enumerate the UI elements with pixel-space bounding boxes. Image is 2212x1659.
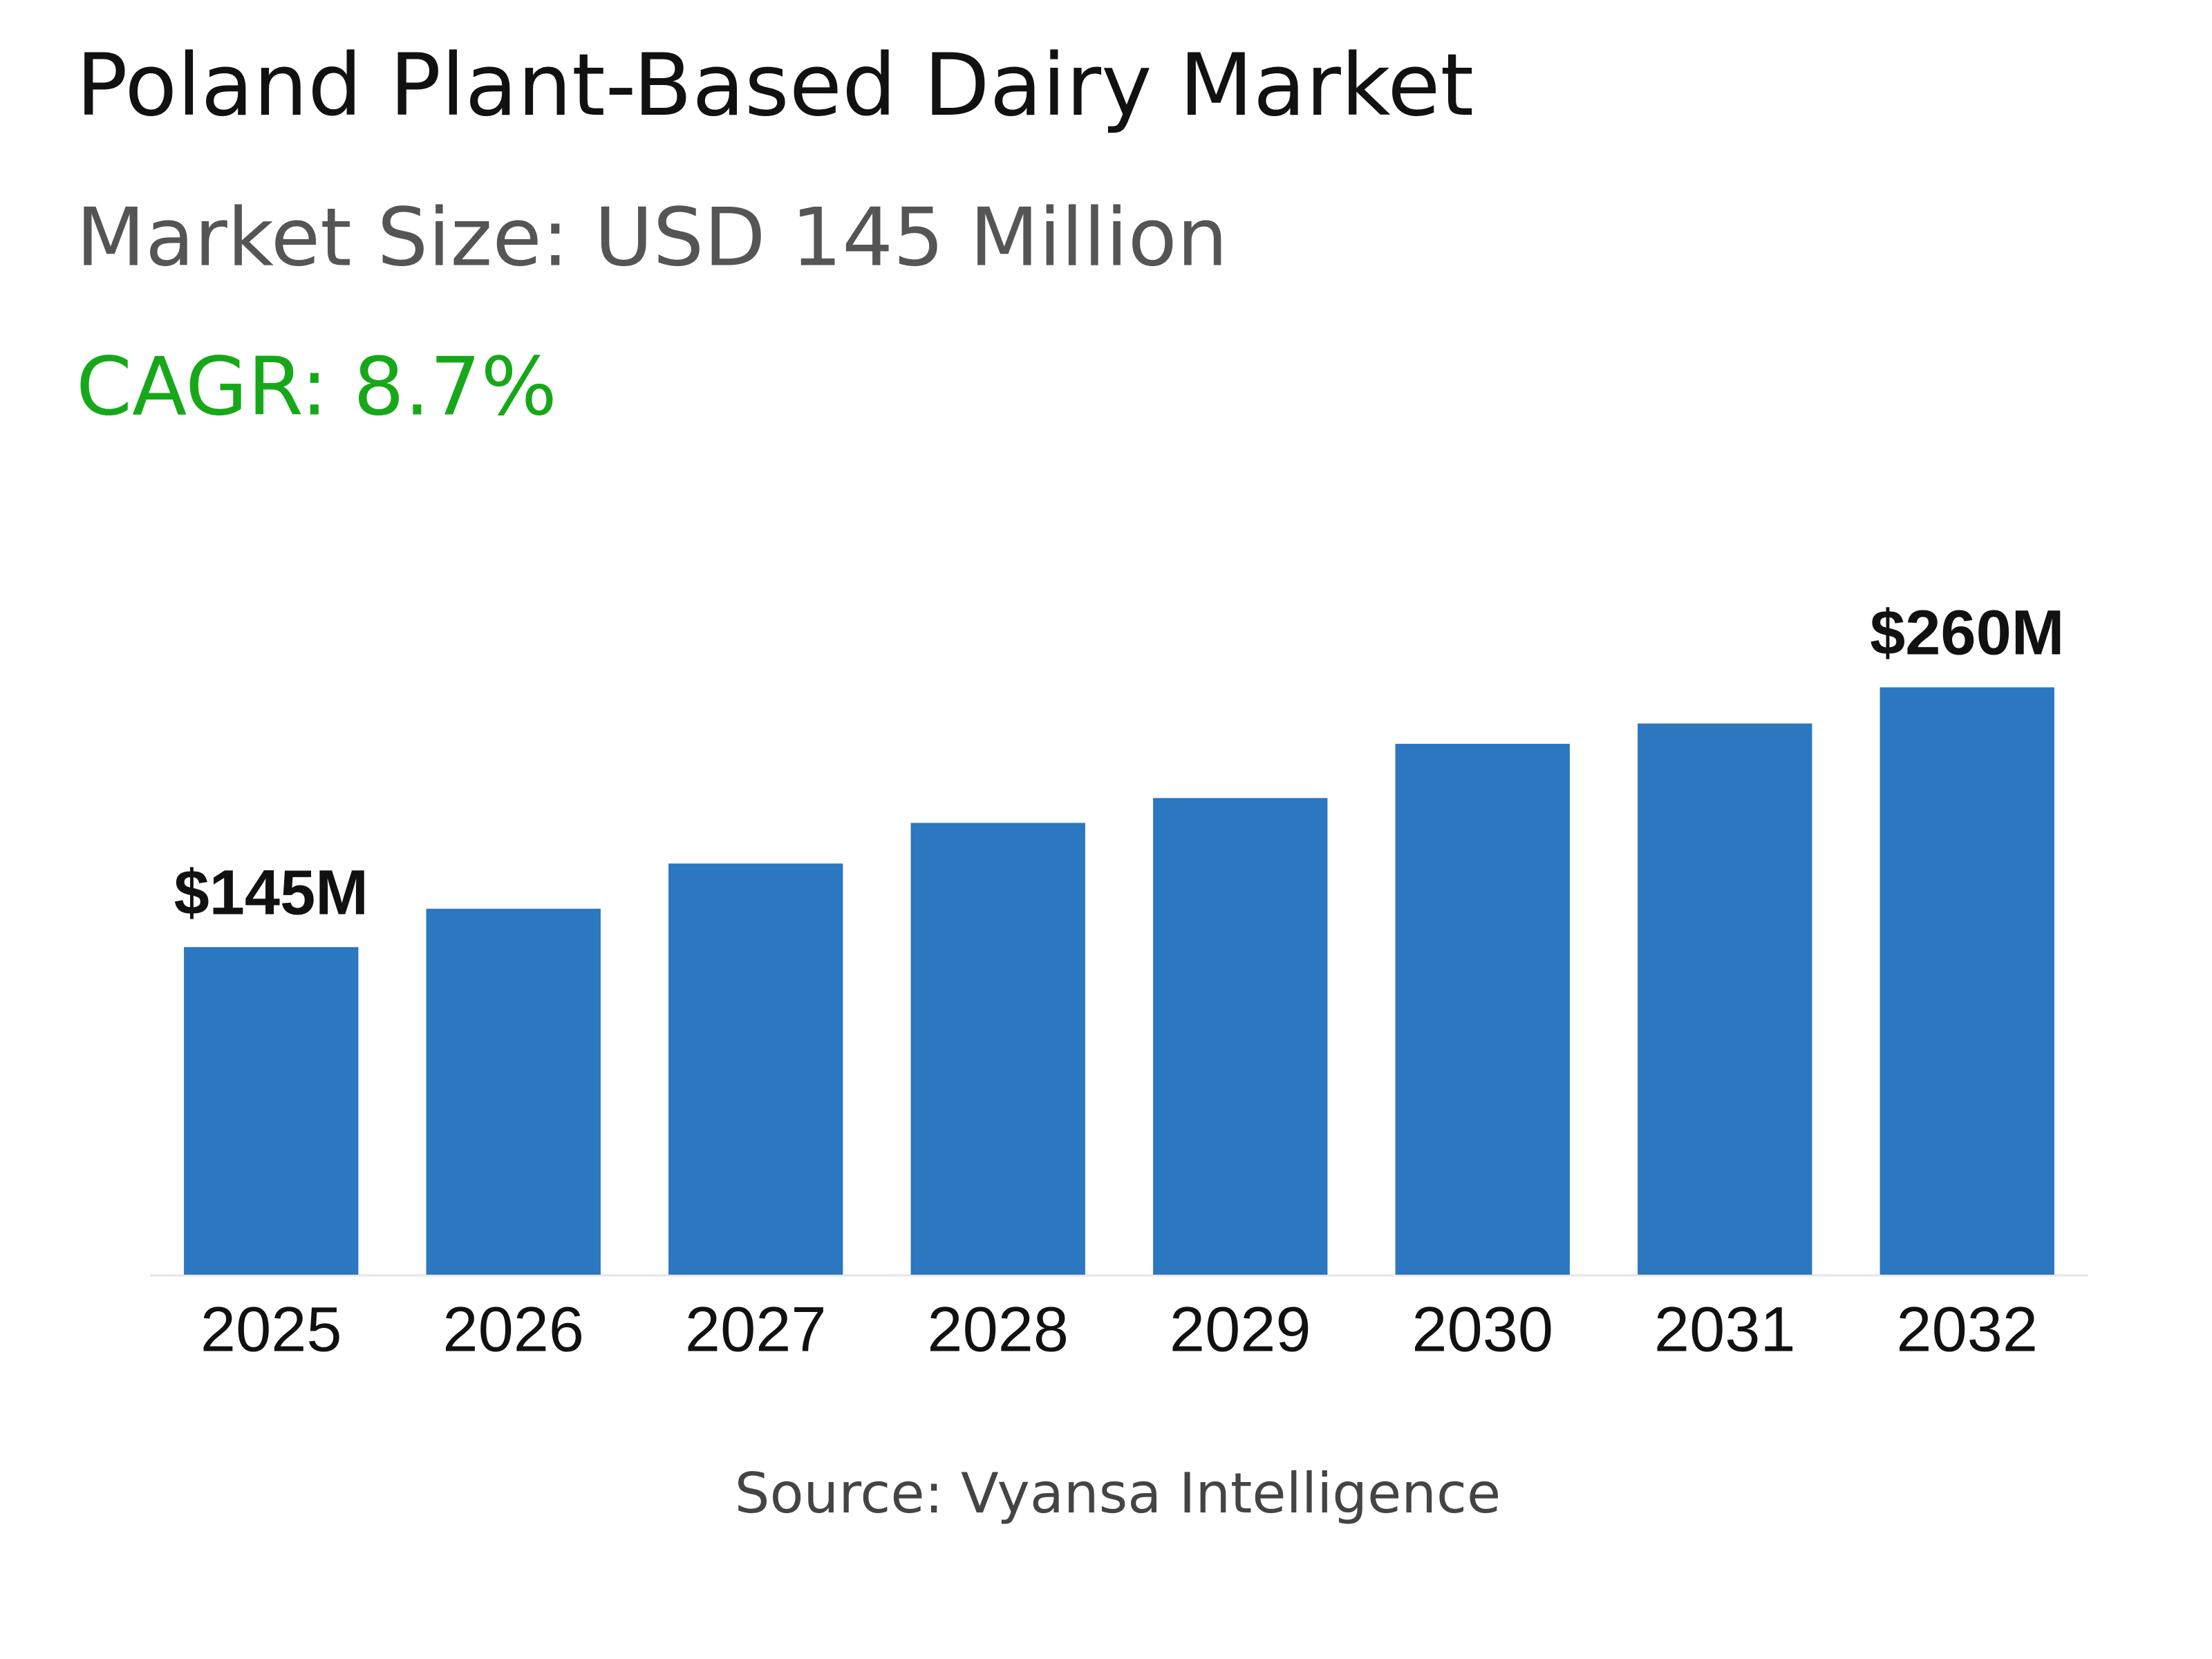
chart-title: Poland Plant-Based Dairy Market <box>76 36 1474 135</box>
x-tick-label: 2031 <box>1654 1294 1796 1365</box>
chart-subtitle: Market Size: USD 145 Million <box>76 191 1228 285</box>
x-tick-label: 2032 <box>1896 1294 2038 1365</box>
bar <box>184 947 359 1275</box>
source-note: Source: Vyansa Intelligence <box>735 1461 1501 1526</box>
bar <box>1638 723 1812 1275</box>
x-tick-label: 2027 <box>685 1294 827 1365</box>
x-tick-label: 2029 <box>1170 1294 1311 1365</box>
bar <box>426 908 601 1275</box>
value-label: $145M <box>174 857 368 928</box>
cagr-annotation: CAGR: 8.7% <box>76 341 557 434</box>
x-tick-label: 2028 <box>927 1294 1069 1365</box>
value-label: $260M <box>1870 598 2064 668</box>
bar <box>1153 798 1328 1275</box>
x-tick-label: 2025 <box>200 1294 342 1365</box>
bar <box>1880 687 2054 1275</box>
bar <box>668 863 843 1275</box>
x-tick-label: 2030 <box>1412 1294 1553 1365</box>
x-tick-label: 2026 <box>442 1294 584 1365</box>
bar <box>910 823 1085 1275</box>
bar <box>1395 744 1570 1275</box>
